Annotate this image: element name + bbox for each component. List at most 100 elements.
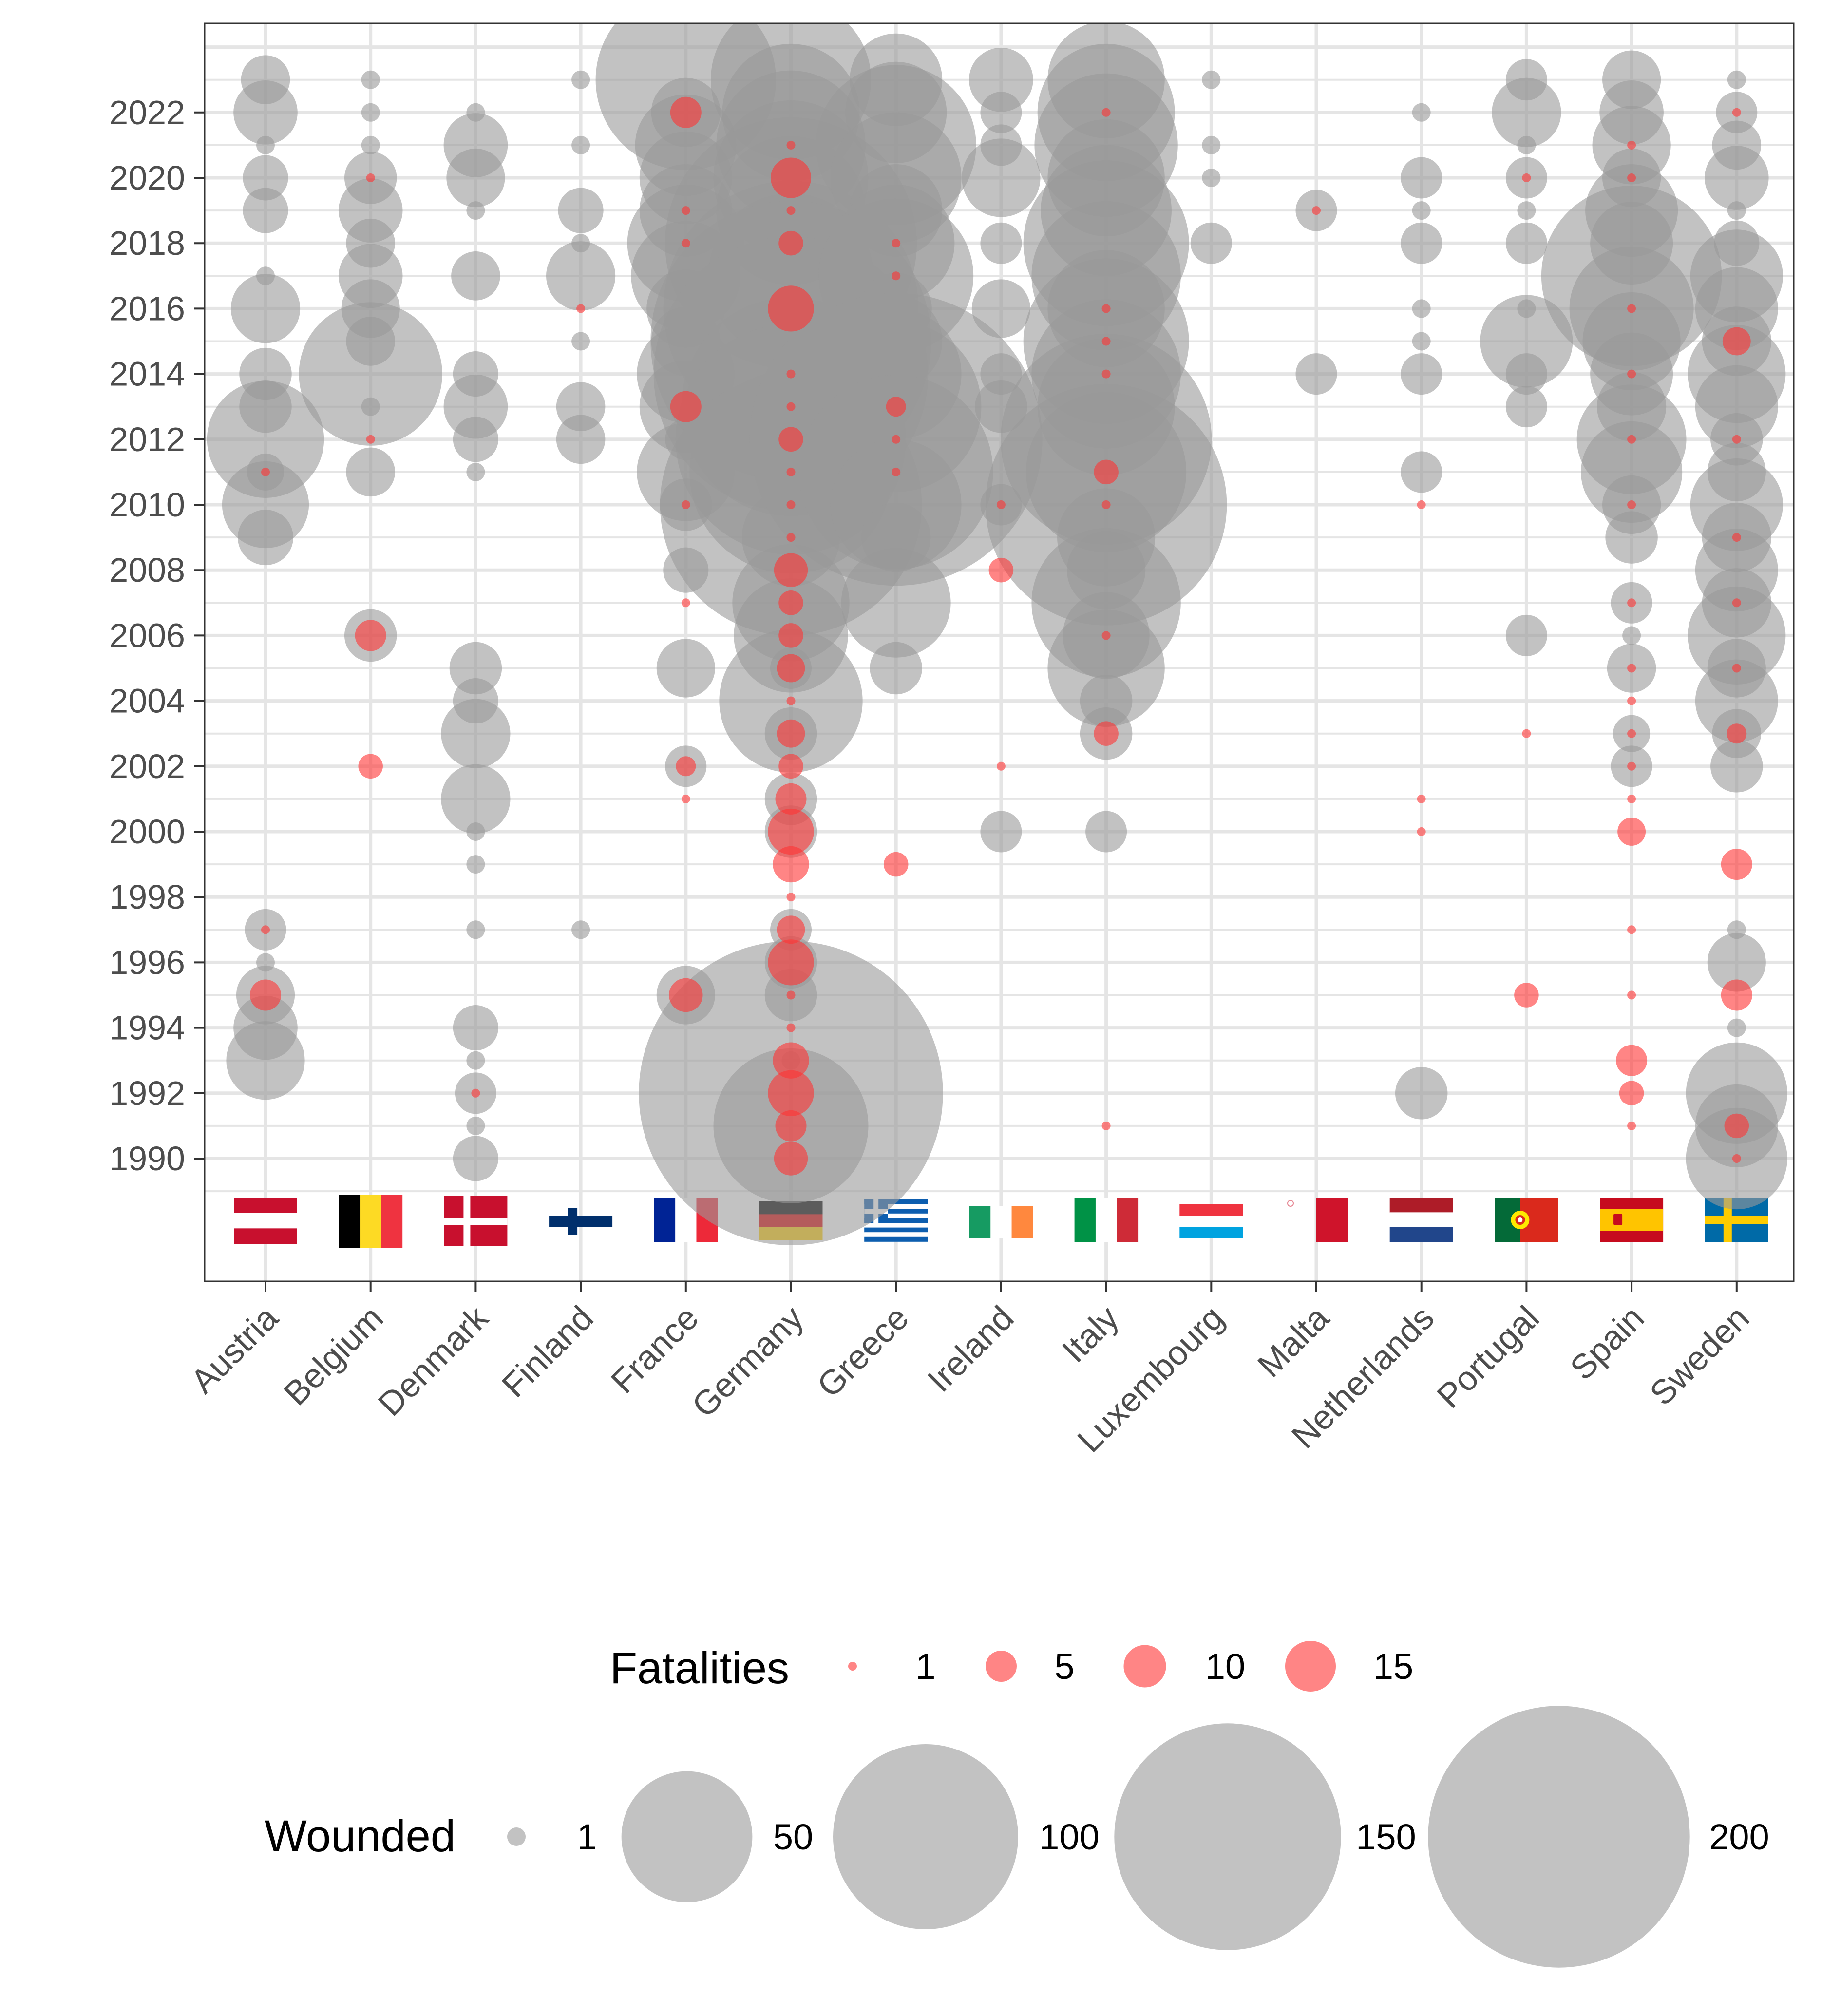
wounded-bubble-netherlands-1992 [1395,1067,1448,1120]
fatality-bubble-france-2022 [670,96,702,128]
fatality-bubble-germany-2018 [778,230,803,256]
wounded-bubble-finland-2023 [571,70,590,89]
fatality-bubble-spain-1991 [1627,1121,1636,1130]
y-tick-label-2020: 2020 [109,159,185,197]
fatality-bubble-germany-2013 [786,402,796,411]
y-tick-label-2004: 2004 [109,682,185,720]
x-tick-label-greece: Greece [810,1298,915,1404]
fatality-bubble-sweden-2009 [1732,533,1741,542]
legend-fatalities-key-1 [848,1662,857,1671]
wounded-bubble-finland-1997 [571,920,590,939]
fatality-bubble-germany-1995 [786,990,796,1000]
fatality-bubble-netherlands-2010 [1417,500,1426,509]
y-axis: 1990 1992 1994 1996 1998 2000 2002 2004 2006 2008… [109,94,205,1178]
legend-wounded-key-1 [507,1827,526,1846]
fatality-bubble-spain-2012 [1627,435,1636,444]
fatality-bubble-denmark-1992 [471,1088,480,1098]
wounded-bubble-portugal-2018 [1505,222,1547,264]
fatality-bubbles [250,96,1752,1176]
fatality-bubble-germany-1992 [768,1070,814,1116]
fatality-bubble-spain-2007 [1627,598,1636,608]
fatality-bubble-spain-2005 [1627,664,1636,673]
wounded-bubble-netherlands-2015 [1412,332,1431,351]
wounded-bubble-austria-2019 [243,188,288,233]
wounded-bubble-denmark-1997 [466,920,485,939]
wounded-bubble-portugal-2006 [1505,614,1547,656]
x-tick-label-france: France [604,1298,705,1400]
fatality-bubble-spain-2001 [1627,794,1636,803]
wounded-bubble-austria-2016 [230,274,301,343]
legend-wounded-key-200 [1428,1706,1690,1968]
wounded-bubble-luxembourg-2018 [1190,222,1232,264]
fatality-bubble-germany-2005 [777,654,805,683]
legend-fatalities-key-10 [1123,1645,1166,1688]
wounded-bubble-finland-2015 [571,332,590,351]
fatality-bubble-ireland-2008 [988,557,1014,583]
fatality-bubble-germany-2008 [774,553,808,587]
wounded-bubble-sweden-1996 [1707,933,1766,992]
fatality-bubble-spain-2004 [1627,696,1636,705]
fatality-bubble-germany-2002 [778,754,803,779]
fatality-bubble-italy-2016 [1101,304,1111,313]
legend-fatalities-label-5: 5 [1054,1646,1074,1687]
fatality-bubble-sweden-1990 [1732,1154,1741,1163]
x-tick-label-germany: Germany [684,1298,811,1425]
fatality-bubble-sweden-2012 [1732,435,1741,444]
fatality-bubble-germany-2004 [786,696,796,705]
wounded-bubble-sweden-2020 [1704,146,1769,210]
wounded-bubble-ireland-2016 [971,279,1030,338]
x-tick-label-austria: Austria [183,1298,285,1400]
y-tick-label-2016: 2016 [109,289,185,327]
legend-fatalities-key-15 [1285,1640,1336,1692]
fatality-bubble-italy-2010 [1101,500,1111,509]
wounded-bubble-finland-2012 [556,415,606,464]
wounded-bubble-ireland-2018 [980,222,1022,264]
fatality-bubble-greece-2017 [892,271,901,281]
wounded-bubble-denmark-1993 [466,1051,485,1070]
wounded-bubble-luxembourg-2020 [1202,169,1221,187]
fatality-bubble-greece-2012 [892,435,901,444]
fatality-bubble-germany-2021 [786,140,796,150]
wounded-bubble-denmark-2003 [441,699,511,768]
wounded-bubble-luxembourg-2023 [1202,70,1221,89]
fatality-bubble-germany-1993 [773,1042,809,1079]
wounded-bubble-portugal-2019 [1517,201,1536,220]
legend-wounded: Wounded 1 50 100 150 200 [265,1706,1769,1968]
y-tick-label-2012: 2012 [109,420,185,458]
y-tick-label-2000: 2000 [109,813,185,851]
wounded-bubble-denmark-1991 [466,1116,485,1135]
flag-belgium [339,1195,403,1248]
y-tick-label-2008: 2008 [109,551,185,589]
panel-border [204,22,1795,1282]
x-tick-label-sweden: Sweden [1642,1298,1756,1412]
legend-fatalities: Fatalities 1 5 10 15 [610,1640,1413,1693]
fatality-bubble-germany-2000 [768,808,814,855]
wounded-bubble-sweden-2023 [1727,70,1746,89]
legend-wounded-label-200: 200 [1709,1817,1769,1857]
fatality-bubble-spain-1992 [1619,1081,1644,1106]
fatality-bubble-netherlands-2001 [1417,794,1426,803]
x-tick-label-spain: Spain [1563,1298,1651,1387]
y-tick-label-2006: 2006 [109,616,185,654]
fatality-bubble-germany-2003 [777,719,805,748]
wounded-bubble-belgium-2021 [361,135,380,154]
wounded-bubble-portugal-2022 [1492,77,1561,147]
fatality-bubble-belgium-2020 [366,173,375,182]
legend-wounded-title: Wounded [265,1811,456,1861]
fatality-bubble-italy-2003 [1094,721,1119,746]
wounded-bubble-belgium-2011 [346,447,395,497]
fatality-bubble-germany-2006 [778,623,803,648]
flag-netherlands [1389,1198,1453,1242]
wounded-bubble-denmark-2011 [466,462,485,481]
legend-fatalities-title: Fatalities [610,1643,789,1693]
fatality-bubble-italy-2011 [1094,459,1119,485]
fatality-bubble-spain-2021 [1627,140,1636,150]
wounded-bubble-denmark-2020 [446,148,505,208]
wounded-bubble-netherlands-2022 [1412,103,1431,122]
wounded-bubble-finland-2021 [571,135,590,154]
fatality-bubble-germany-2007 [778,590,803,615]
fatality-bubble-spain-2014 [1627,369,1636,379]
wounded-bubble-belgium-2014 [299,302,442,446]
legend: Fatalities 1 5 10 15 Wounded 1 50 100 150 200 [265,1640,1769,1968]
